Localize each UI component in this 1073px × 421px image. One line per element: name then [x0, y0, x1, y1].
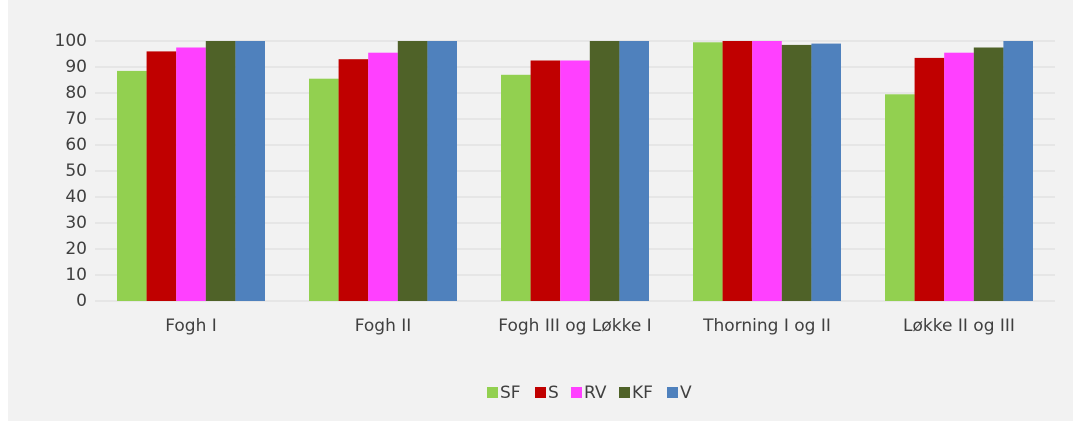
legend-label: V	[680, 383, 692, 403]
y-tick-label: 100	[55, 31, 87, 51]
x-tick-label: Fogh III og Løkke I	[498, 316, 651, 336]
bar	[1003, 41, 1033, 301]
legend-swatch	[487, 387, 498, 398]
bar	[397, 41, 428, 301]
bar	[338, 59, 369, 302]
y-tick-label: 50	[65, 161, 87, 181]
bar	[560, 60, 590, 301]
y-tick-label: 10	[65, 265, 87, 285]
bar	[530, 60, 561, 301]
bar	[205, 41, 236, 301]
x-tick-label: Fogh I	[165, 316, 217, 336]
y-tick-label: 80	[65, 83, 87, 103]
legend-label: RV	[584, 383, 607, 403]
bar	[117, 70, 147, 302]
x-tick-label: Thorning I og II	[702, 316, 831, 336]
bar	[752, 41, 782, 301]
bar	[722, 41, 753, 301]
y-tick-label: 0	[76, 291, 87, 311]
bar	[885, 94, 915, 301]
y-tick-label: 30	[65, 213, 87, 233]
bar	[309, 78, 339, 301]
legend-swatch	[571, 387, 582, 398]
bar	[235, 41, 265, 301]
bar	[914, 57, 945, 302]
legend-label: SF	[500, 383, 521, 403]
y-tick-label: 60	[65, 135, 87, 155]
x-tick-label: Fogh II	[355, 316, 412, 336]
legend-swatch	[667, 387, 678, 398]
y-tick-label: 40	[65, 187, 87, 207]
bar	[176, 47, 206, 301]
bar	[619, 41, 649, 301]
y-tick-label: 70	[65, 109, 87, 129]
bar	[944, 52, 974, 302]
x-tick-label: Løkke II og III	[903, 316, 1015, 336]
y-tick-label: 90	[65, 57, 87, 77]
bar	[501, 74, 531, 301]
bar	[973, 47, 1004, 301]
bar	[693, 42, 723, 302]
bar	[427, 41, 457, 301]
legend-label: KF	[632, 383, 653, 403]
bar	[146, 51, 177, 302]
bar	[368, 52, 398, 302]
legend-swatch	[535, 387, 546, 398]
bar	[811, 43, 841, 301]
y-tick-label: 20	[65, 239, 87, 259]
legend-label: S	[548, 383, 559, 403]
legend-swatch	[619, 387, 630, 398]
bar	[589, 41, 620, 301]
bar	[781, 44, 812, 302]
